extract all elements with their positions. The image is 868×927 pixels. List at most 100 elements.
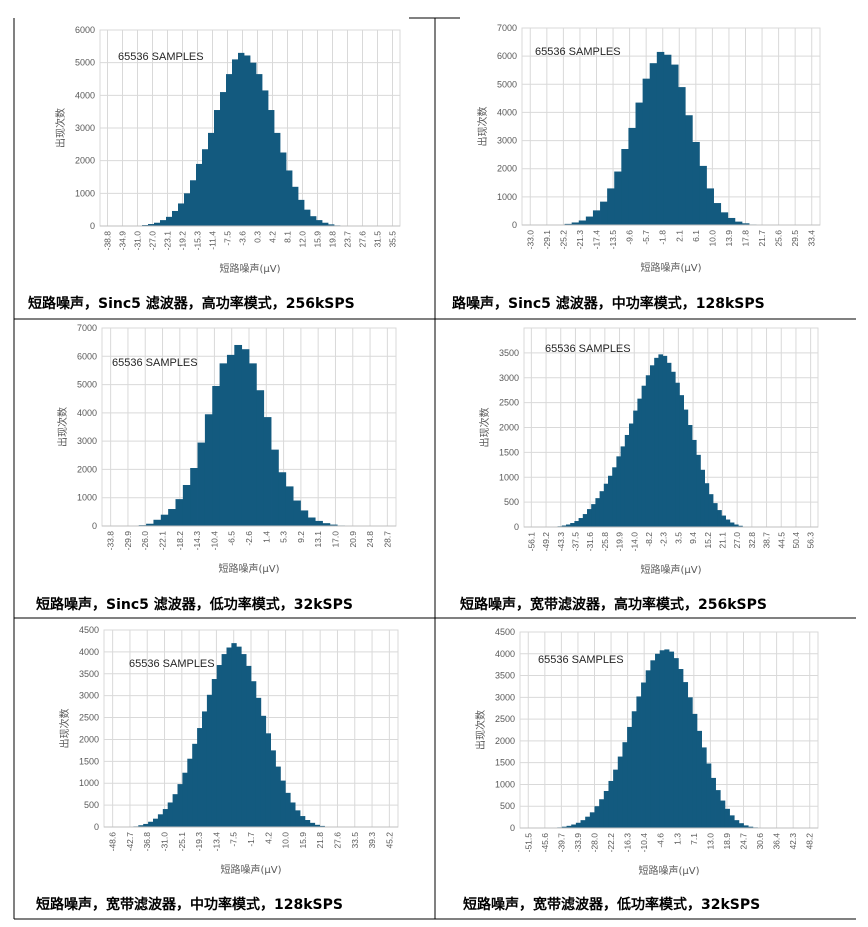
histogram-bar [292,186,299,226]
histogram-bar [309,822,316,827]
histogram-bar [307,517,316,526]
histogram-bar [658,354,663,527]
x-tick-label: -56.1 [526,532,536,552]
histogram-bar [738,823,744,828]
chart-panel-1: 0 1000 2000 3000 4000 5000 6000 -38.8 -34.9 -31.0… [28,25,401,312]
histogram-bar [616,456,621,527]
x-tick-label: 1.4 [261,531,271,543]
y-tick-label: 5000 [75,58,95,68]
x-tick-label: -3.6 [238,231,248,246]
table-frame [13,17,856,920]
y-tick-label: 4000 [79,647,99,657]
histogram-bar [570,523,575,527]
x-tick-label: -22.1 [158,531,168,551]
histogram-bar [561,525,567,527]
x-tick-label: 15.9 [313,231,323,248]
x-tick-label: -14.3 [192,531,202,551]
histogram-bar [662,355,668,527]
x-tick-label: 27.6 [332,832,342,849]
x-tick-label: -15.3 [193,231,203,251]
histogram-bar [641,682,647,828]
y-tick-label: 3500 [499,348,519,358]
samples-annotation: 65536 SAMPLES [545,343,631,355]
histogram-bar [692,439,697,527]
y-tick-label: 0 [92,521,97,531]
histogram-bar [641,385,647,527]
x-tick-label: -10.4 [639,833,649,853]
x-tick-label: -25.1 [177,832,187,852]
x-tick-label: -38.8 [103,231,113,251]
histogram-bar [696,730,702,828]
chart-caption: 路噪声，Sinc5 滤波器，中功率模式，128kSPS [452,295,765,312]
y-tick-label: 1000 [79,778,99,788]
histogram-bar [692,141,700,225]
histogram-bar [713,203,722,225]
y-tick-label: 4000 [75,90,95,100]
y-axis-title: 出现次数 [58,709,71,749]
histogram-bar [617,756,623,828]
histogram-bar [274,132,281,226]
histogram-bar [700,469,705,527]
histogram-bar [734,221,743,225]
histogram-bar [645,670,651,828]
chart-caption: 短路噪声，Sinc5 滤波器，低功率模式，32kSPS [36,596,353,613]
histogram-bar [571,824,577,828]
x-tick-label: 56.3 [806,532,816,549]
histogram-bar [280,152,287,226]
y-tick-label: 4000 [497,107,517,117]
x-tick-label: 27.6 [358,231,368,248]
y-tick-label: 0 [512,220,517,230]
histogram-bar [678,669,684,828]
x-tick-label: -11.4 [208,231,218,250]
x-tick-label: -27.0 [148,231,158,251]
y-tick-label: 5000 [77,380,97,390]
histogram-bar [255,697,262,827]
histogram-bar [241,349,250,526]
histogram-bar [295,810,301,827]
x-tick-label: 21.8 [315,832,325,849]
y-tick-label: 1000 [499,472,519,482]
histogram-bar [587,509,592,527]
x-tick-label: 25.6 [774,230,784,247]
y-tick-label: 4500 [79,625,99,635]
x-tick-label: 20.9 [348,531,358,548]
chart-panel-6: 0 500 1000 1500 2000 2500 3000 3500 4000 4500 -51.… [463,627,819,913]
histogram-bar [300,816,306,827]
y-tick-label: 0 [510,823,515,833]
histogram-bar [212,385,220,526]
x-tick-label: -22.2 [606,833,616,853]
x-tick-label: 13.9 [724,230,734,247]
x-tick-label: 9.2 [296,531,306,543]
x-tick-label: -51.5 [523,833,533,853]
x-tick-label: 4.2 [268,231,278,243]
x-tick-label: 24.8 [365,531,375,548]
y-tick-label: 4000 [77,408,97,418]
histogram-bar [671,64,679,225]
histogram-bar [285,486,294,526]
x-tick-label: 21.7 [757,230,767,247]
histogram-bar [322,523,331,526]
histogram-bar [192,743,198,827]
y-tick-label: 500 [504,497,519,507]
histogram-bar [256,74,263,226]
histogram-bar [322,222,329,226]
samples-annotation: 65536 SAMPLES [129,658,215,670]
histogram-bar [578,518,584,527]
histogram-bar [310,216,317,226]
histogram-bar [221,654,227,827]
x-tick-label: 23.7 [343,231,353,248]
histogram-bar [319,825,325,827]
histogram-bar [664,649,670,828]
y-tick-label: 2000 [497,164,517,174]
x-tick-label: -14.0 [629,532,639,552]
histogram-bar [699,165,707,225]
histogram-bar [682,682,689,828]
histogram-bar [589,812,595,828]
y-tick-label: 2000 [495,736,515,746]
histogram-bar [290,802,296,827]
histogram-bar [226,354,235,526]
histogram-bar [613,769,619,828]
x-tick-label: 12.0 [298,231,308,248]
histogram-bar [285,792,291,827]
y-tick-label: 500 [500,801,515,811]
